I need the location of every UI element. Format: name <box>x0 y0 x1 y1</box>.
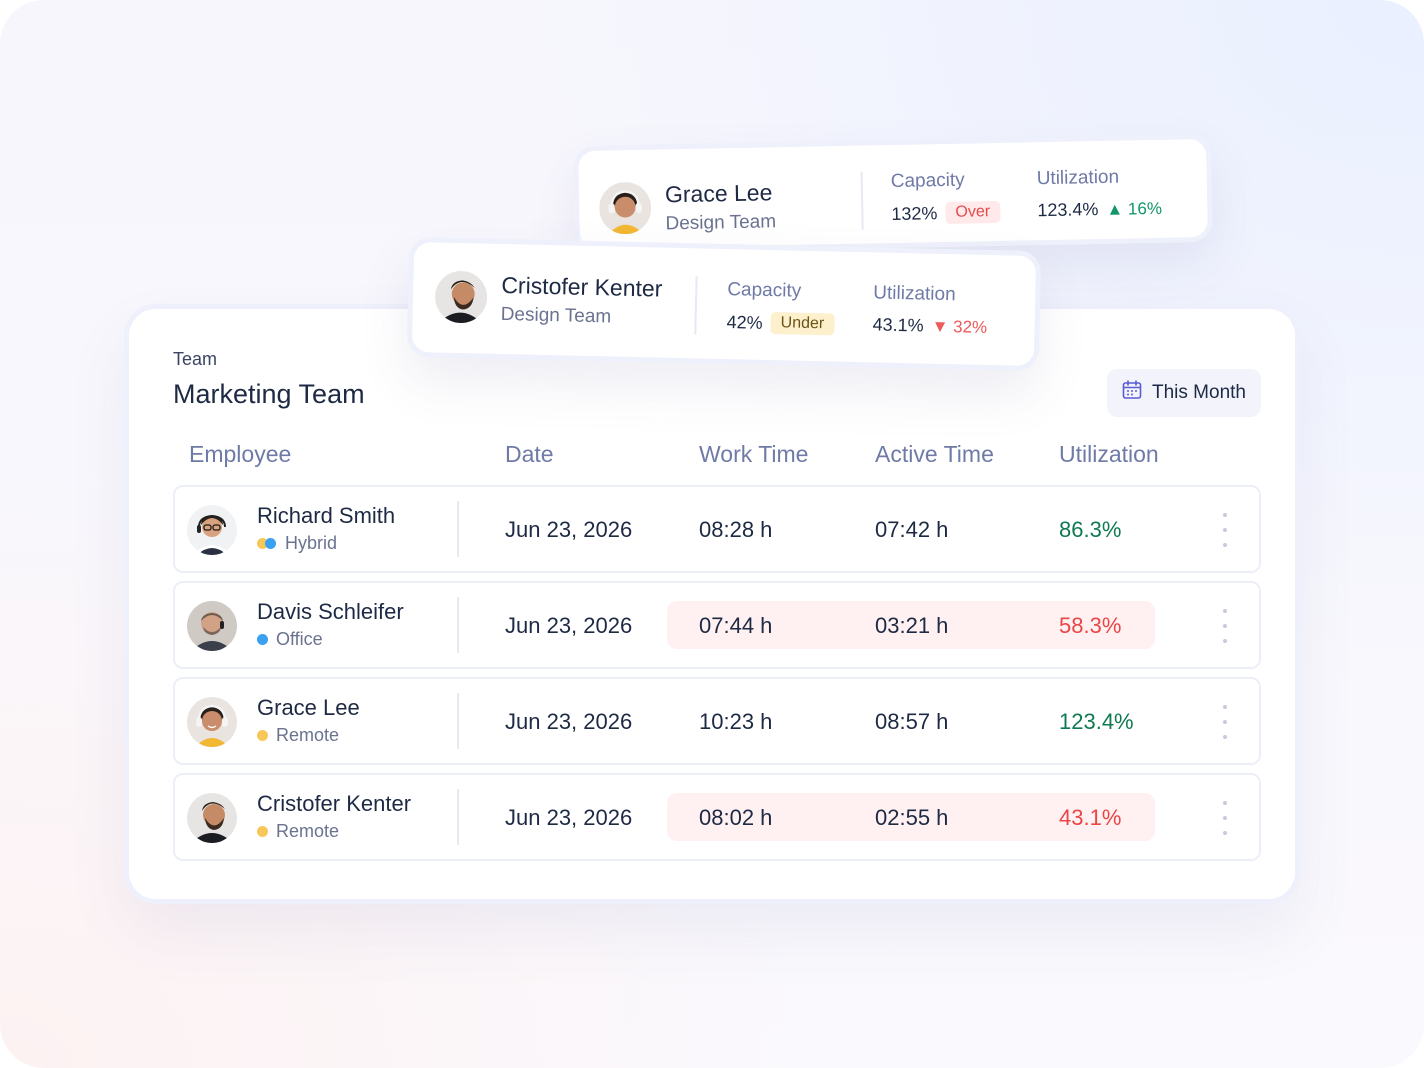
capacity-status-badge: Under <box>770 312 835 336</box>
utilization-value-group: 123.4% ▲ 16% <box>1037 198 1162 221</box>
work-time-cell: 10:23 h <box>699 709 773 734</box>
work-mode: Remote <box>257 725 339 746</box>
table-row[interactable]: Grace Lee Remote Jun 23, 2026 10:23 h 08… <box>173 677 1261 765</box>
remote-indicator-icon <box>257 826 268 837</box>
header-active-time[interactable]: Active Time <box>875 441 994 467</box>
office-indicator-icon <box>257 634 268 645</box>
employee-name[interactable]: Grace Lee <box>257 695 360 720</box>
period-label: This Month <box>1152 382 1246 403</box>
date-cell: Jun 23, 2026 <box>505 709 633 734</box>
capacity-value-group: 42% Under <box>726 311 835 336</box>
date-cell: Jun 23, 2026 <box>505 517 633 542</box>
arrow-down-icon: ▼ <box>931 316 949 336</box>
header-work-time[interactable]: Work Time <box>699 441 809 467</box>
avatar <box>434 270 488 324</box>
avatar <box>187 793 237 843</box>
utilization-cell: 58.3% <box>1059 613 1122 638</box>
utilization-cell: 123.4% <box>1059 709 1134 734</box>
date-cell: Jun 23, 2026 <box>505 613 633 638</box>
trend-down-indicator: ▼ 32% <box>931 316 987 337</box>
period-select-button[interactable]: This Month <box>1107 369 1261 417</box>
arrow-up-icon: ▲ <box>1106 199 1124 219</box>
divider <box>457 693 459 749</box>
card-employee-name: Cristofer Kenter <box>501 271 663 302</box>
card-team-name: Design Team <box>500 303 612 328</box>
work-mode-label: Office <box>276 629 323 649</box>
work-mode-label: Remote <box>276 725 340 745</box>
table-header: Employee Date Work Time Active Time Util… <box>189 441 1249 477</box>
table-row[interactable]: Cristofer Kenter Remote Jun 23, 2026 08:… <box>173 773 1261 861</box>
capacity-label: Capacity <box>727 279 802 302</box>
utilization-label: Utilization <box>873 282 956 306</box>
work-mode: Office <box>257 629 323 650</box>
low-utilization-highlight <box>667 793 1155 841</box>
capacity-value-group: 132% Over <box>891 200 1001 225</box>
utilization-cell: 43.1% <box>1059 805 1122 830</box>
row-menu-icon[interactable] <box>1215 609 1235 643</box>
card-employee-name: Grace Lee <box>664 179 773 208</box>
work-time-cell: 07:44 h <box>699 613 773 638</box>
trend-value: 16% <box>1127 198 1163 218</box>
utilization-value: 123.4% <box>1037 199 1099 221</box>
utilization-cell: 86.3% <box>1059 517 1122 542</box>
employee-name[interactable]: Richard Smith <box>257 503 396 528</box>
header-utilization[interactable]: Utilization <box>1059 441 1159 467</box>
avatar <box>187 505 237 555</box>
active-time-cell: 03:21 h <box>875 613 949 638</box>
row-menu-icon[interactable] <box>1215 513 1235 547</box>
divider <box>457 501 459 557</box>
avatar <box>187 697 237 747</box>
utilization-value: 43.1% <box>872 314 924 336</box>
active-time-cell: 07:42 h <box>875 517 949 542</box>
active-time-cell: 08:57 h <box>875 709 949 734</box>
row-menu-icon[interactable] <box>1215 801 1235 835</box>
row-menu-icon[interactable] <box>1215 705 1235 739</box>
work-mode-label: Hybrid <box>285 533 338 553</box>
date-cell: Jun 23, 2026 <box>505 805 633 830</box>
capacity-label: Capacity <box>890 169 965 193</box>
utilization-value-group: 43.1% ▼ 32% <box>872 314 987 338</box>
low-utilization-highlight <box>667 601 1155 649</box>
employee-summary-card-cristofer[interactable]: Cristofer Kenter Design Team Capacity 42… <box>406 236 1042 372</box>
team-eyebrow: Team <box>173 349 218 369</box>
capacity-status-badge: Over <box>945 200 1001 224</box>
avatar <box>187 601 237 651</box>
hybrid-indicator-icon <box>257 538 277 549</box>
work-mode-label: Remote <box>276 821 340 841</box>
work-mode: Remote <box>257 821 339 842</box>
divider <box>457 597 459 653</box>
capacity-value: 132% <box>891 202 938 224</box>
team-card: Team Marketing Team This Month Employee … <box>124 304 1300 904</box>
work-time-cell: 08:02 h <box>699 805 773 830</box>
employee-name[interactable]: Davis Schleifer <box>257 599 404 624</box>
employee-name[interactable]: Cristofer Kenter <box>257 791 412 816</box>
table-row[interactable]: Davis Schleifer Office Jun 23, 2026 07:4… <box>173 581 1261 669</box>
table-row[interactable]: Richard Smith Hybrid Jun 23, 2026 08:28 … <box>173 485 1261 573</box>
card-team-name: Design Team <box>665 211 777 235</box>
employee-summary-card-grace[interactable]: Grace Lee Design Team Capacity 132% Over… <box>573 133 1213 255</box>
capacity-value: 42% <box>726 311 763 333</box>
trend-up-indicator: ▲ 16% <box>1106 198 1162 219</box>
trend-value: 32% <box>952 316 988 337</box>
avatar <box>598 181 652 235</box>
divider <box>860 171 864 230</box>
divider <box>694 276 698 335</box>
work-time-cell: 08:28 h <box>699 517 773 542</box>
header-date[interactable]: Date <box>505 441 554 467</box>
remote-indicator-icon <box>257 730 268 741</box>
divider <box>457 789 459 845</box>
team-title: Marketing Team <box>173 379 365 409</box>
header-employee[interactable]: Employee <box>189 441 292 467</box>
active-time-cell: 02:55 h <box>875 805 949 830</box>
calendar-icon <box>1122 380 1142 406</box>
utilization-label: Utilization <box>1036 166 1120 190</box>
work-mode: Hybrid <box>257 533 337 554</box>
